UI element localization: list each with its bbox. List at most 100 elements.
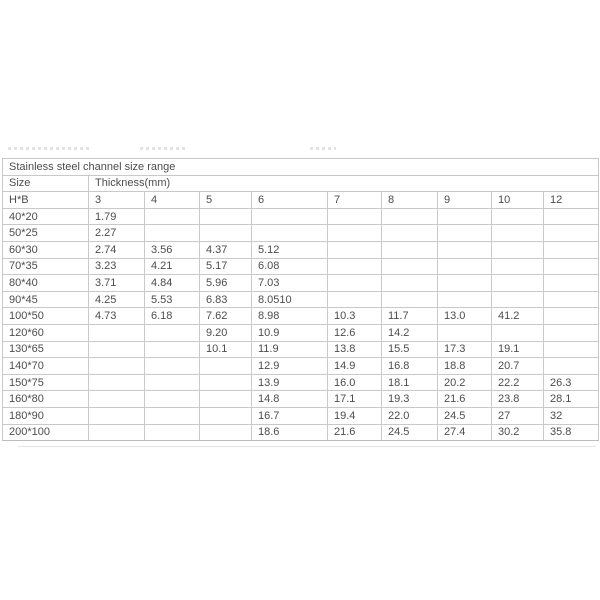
value-cell	[437, 274, 492, 292]
value-cell: 6.83	[199, 290, 252, 309]
value-cell	[542, 340, 600, 359]
table-row: 150*75 13.9 16.0 18.1 20.2 22.2 26.3	[2, 373, 600, 392]
value-cell: 24.5	[437, 406, 492, 425]
size-cell: 200*100	[2, 423, 89, 442]
value-cell	[381, 224, 438, 242]
value-cell: 10.1	[199, 340, 252, 359]
cropped-text-fragment	[8, 147, 92, 150]
value-cell: 4.84	[144, 274, 200, 292]
value-cell: 18.1	[381, 373, 438, 392]
value-cell	[88, 323, 145, 342]
value-cell: 18.8	[437, 357, 492, 375]
thickness-column-header: 10	[491, 191, 544, 209]
value-cell	[88, 390, 145, 408]
value-cell	[437, 257, 492, 276]
size-cell: 120*60	[2, 323, 89, 342]
value-cell: 23.8	[491, 390, 544, 408]
value-cell	[88, 423, 145, 442]
value-cell: 5.12	[251, 240, 328, 259]
value-cell	[327, 274, 382, 292]
table-bottom-shadow	[18, 446, 596, 447]
value-cell: 28.1	[542, 390, 600, 408]
value-cell	[251, 224, 328, 242]
table-group-header-row: Size Thickness(mm)	[2, 174, 600, 193]
table-row: 40*20 1.79	[2, 207, 600, 226]
value-cell	[437, 240, 492, 259]
value-cell: 6.08	[251, 257, 328, 276]
size-cell: 40*20	[2, 207, 89, 226]
value-cell: 6.18	[144, 307, 200, 325]
value-cell: 12.9	[251, 357, 328, 375]
value-cell	[327, 290, 382, 309]
value-cell	[381, 290, 438, 309]
value-cell: 19.3	[381, 390, 438, 408]
table-row: 50*25 2.27	[2, 224, 600, 242]
value-cell: 15.5	[381, 340, 438, 359]
value-cell: 2.27	[88, 224, 145, 242]
table-row: 70*35 3.23 4.21 5.17 6.08	[2, 257, 600, 276]
value-cell: 41.2	[491, 307, 544, 325]
thickness-column-header: 12	[542, 191, 600, 209]
size-cell: 150*75	[2, 373, 89, 392]
value-cell: 16.0	[327, 373, 382, 392]
value-cell	[144, 423, 200, 442]
value-cell: 7.03	[251, 274, 328, 292]
cropped-text-fragment	[310, 147, 336, 150]
size-cell: 160*80	[2, 390, 89, 408]
value-cell: 10.3	[327, 307, 382, 325]
size-cell: 70*35	[2, 257, 89, 276]
value-cell	[144, 357, 200, 375]
thickness-column-header: 9	[437, 191, 492, 209]
value-cell	[542, 274, 600, 292]
value-cell	[381, 274, 438, 292]
value-cell	[437, 290, 492, 309]
value-cell: 16.8	[381, 357, 438, 375]
value-cell	[144, 340, 200, 359]
value-cell	[327, 224, 382, 242]
value-cell: 27	[491, 406, 544, 425]
value-cell	[88, 406, 145, 425]
value-cell	[542, 207, 600, 226]
value-cell: 4.21	[144, 257, 200, 276]
value-cell: 13.9	[251, 373, 328, 392]
value-cell: 8.0510	[251, 290, 328, 309]
value-cell	[491, 257, 544, 276]
value-cell	[88, 357, 145, 375]
value-cell: 5.53	[144, 290, 200, 309]
value-cell	[144, 373, 200, 392]
table-row: 200*100 18.6 21.6 24.5 27.4 30.2 35.8	[2, 423, 600, 442]
size-cell: 100*50	[2, 307, 89, 325]
value-cell	[491, 290, 544, 309]
value-cell	[381, 240, 438, 259]
size-header-cell: Size	[2, 174, 89, 193]
value-cell: 8.98	[251, 307, 328, 325]
table-title-row: Stainless steel channel size range	[1, 158, 600, 176]
value-cell	[491, 274, 544, 292]
value-cell	[199, 390, 252, 408]
value-cell: 10.9	[251, 323, 328, 342]
value-cell: 5.17	[199, 257, 252, 276]
value-cell: 20.7	[491, 357, 544, 375]
value-cell	[542, 240, 600, 259]
table-row: 80*40 3.71 4.84 5.96 7.03	[2, 274, 600, 292]
thickness-column-header: 4	[144, 191, 200, 209]
value-cell: 21.6	[437, 390, 492, 408]
value-cell: 22.0	[381, 406, 438, 425]
value-cell: 18.6	[251, 423, 328, 442]
size-cell: 60*30	[2, 240, 89, 259]
thickness-column-header: 5	[199, 191, 252, 209]
column-header-row: H*B 3 4 5 6 7 8 9 10 12	[2, 191, 600, 209]
value-cell: 11.7	[381, 307, 438, 325]
value-cell: 1.79	[88, 207, 145, 226]
value-cell: 4.73	[88, 307, 145, 325]
value-cell	[491, 240, 544, 259]
table-row: 140*70 12.9 14.9 16.8 18.8 20.7	[2, 357, 600, 375]
value-cell: 14.2	[381, 323, 438, 342]
value-cell: 7.62	[199, 307, 252, 325]
value-cell	[381, 257, 438, 276]
value-cell: 32	[542, 406, 600, 425]
value-cell	[491, 323, 544, 342]
value-cell: 3.71	[88, 274, 145, 292]
value-cell: 16.7	[251, 406, 328, 425]
thickness-column-header: 6	[251, 191, 328, 209]
